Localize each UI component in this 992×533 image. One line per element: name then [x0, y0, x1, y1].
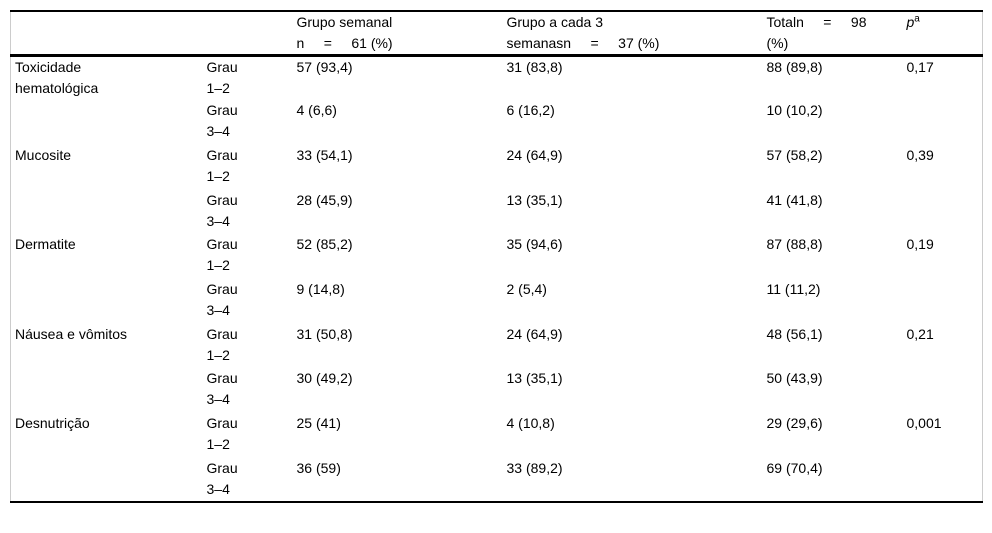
weekly-value-cell: 25 (41)	[296, 415, 341, 431]
grade-cell: Grau 1–2	[206, 325, 238, 363]
table-row: Grau 3–4 28 (45,9) 13 (35,1) 41 (41,8)	[11, 190, 983, 235]
grade-cell: Grau 3–4	[206, 191, 238, 229]
toxicity-table: Grupo semanal n = 61 (%) Grupo a cada 3 …	[10, 10, 983, 504]
table-row: Grau 3–4 30 (49,2) 13 (35,1) 50 (43,9)	[11, 368, 983, 413]
table-row: Grau 3–4 4 (6,6) 6 (16,2) 10 (10,2)	[11, 100, 983, 145]
grade-cell: Grau 3–4	[206, 459, 238, 497]
total-value-cell: 87 (88,8)	[766, 236, 823, 253]
grade-cell: Grau 3–4	[206, 370, 238, 408]
p-value-cell	[903, 190, 983, 235]
total-value-cell: 11 (11,2)	[766, 280, 821, 297]
category-cell: Náusea e vômitos	[15, 325, 128, 342]
weekly-value-cell: 30 (49,2)	[296, 370, 353, 387]
header-cell-weekly-group: Grupo semanal n = 61 (%)	[292, 11, 503, 57]
q3w-value-cell: 31 (83,8)	[506, 59, 563, 75]
total-value-cell: 57 (58,2)	[766, 146, 823, 163]
weekly-value-cell: 36 (59)	[296, 459, 341, 476]
grade-cell: Grau 3–4	[206, 102, 238, 140]
q3w-value-cell: 2 (5,4)	[506, 280, 547, 297]
category-cell: Toxicidade hematológica	[15, 59, 99, 96]
p-symbol: p	[906, 14, 915, 30]
total-value-cell: 88 (89,8)	[766, 59, 823, 75]
category-cell: Desnutrição	[15, 415, 90, 431]
grade-cell: Grau 1–2	[206, 59, 238, 96]
table-row: Dermatite Grau 1–2 52 (85,2) 35 (94,6) 8…	[11, 234, 983, 279]
table-container: Grupo semanal n = 61 (%) Grupo a cada 3 …	[10, 10, 983, 504]
q3w-value-cell: 33 (89,2)	[506, 459, 563, 476]
q3w-value-cell: 24 (64,9)	[506, 325, 563, 342]
weekly-value-cell: 28 (45,9)	[296, 191, 353, 208]
q3w-value-cell: 13 (35,1)	[506, 370, 563, 387]
grade-cell: Grau 1–2	[206, 146, 238, 184]
p-value-cell	[903, 279, 983, 324]
table-row: Grau 3–4 36 (59) 33 (89,2) 69 (70,4)	[11, 458, 983, 503]
p-superscript-a: a	[914, 13, 920, 25]
header-cell-category	[10, 11, 203, 57]
q3w-value-cell: 4 (10,8)	[506, 415, 555, 431]
q3w-value-cell: 6 (16,2)	[506, 102, 555, 119]
total-value-cell: 48 (56,1)	[766, 325, 823, 342]
p-value-cell: 0,19	[906, 236, 934, 253]
category-cell: Mucosite	[15, 146, 72, 163]
p-value-cell: 0,001	[906, 415, 942, 431]
table-row: Toxicidade hematológica Grau 1–2 57 (93,…	[11, 56, 983, 101]
weekly-value-cell: 31 (50,8)	[296, 325, 353, 342]
header-cell-grade	[202, 11, 293, 57]
header-cell-total: Totaln = 98 (%)	[762, 11, 903, 57]
total-value-cell: 29 (29,6)	[766, 415, 823, 431]
grade-cell: Grau 3–4	[206, 280, 238, 318]
p-value-cell	[903, 100, 983, 145]
q3w-value-cell: 13 (35,1)	[506, 191, 563, 208]
weekly-value-cell: 4 (6,6)	[296, 102, 337, 119]
q3w-value-cell: 24 (64,9)	[506, 146, 563, 163]
weekly-value-cell: 33 (54,1)	[296, 146, 353, 163]
table-row: Mucosite Grau 1–2 33 (54,1) 24 (64,9) 57…	[11, 145, 983, 190]
table-row: Náusea e vômitos Grau 1–2 31 (50,8) 24 (…	[11, 324, 983, 369]
header-cell-p-value: pa	[902, 11, 983, 57]
weekly-value-cell: 52 (85,2)	[296, 236, 353, 253]
grade-cell: Grau 1–2	[206, 415, 238, 452]
header-row: Grupo semanal n = 61 (%) Grupo a cada 3 …	[10, 11, 983, 57]
category-cell: Dermatite	[15, 236, 76, 253]
header-cell-q3w-group: Grupo a cada 3 semanasn = 37 (%)	[502, 11, 763, 57]
table-row: Desnutrição Grau 1–2 25 (41) 4 (10,8) 29…	[11, 413, 983, 458]
total-value-cell: 41 (41,8)	[766, 191, 823, 208]
total-value-cell: 50 (43,9)	[766, 370, 823, 387]
q3w-value-cell: 35 (94,6)	[506, 236, 563, 253]
p-value-cell	[903, 458, 983, 503]
table-row: Grau 3–4 9 (14,8) 2 (5,4) 11 (11,2)	[11, 279, 983, 324]
total-value-cell: 69 (70,4)	[766, 459, 823, 476]
p-value-cell	[903, 368, 983, 413]
p-value-cell: 0,21	[906, 325, 934, 342]
p-value-cell: 0,39	[906, 146, 934, 163]
p-value-cell: 0,17	[906, 59, 934, 75]
total-value-cell: 10 (10,2)	[766, 102, 823, 119]
weekly-value-cell: 57 (93,4)	[296, 59, 353, 75]
weekly-value-cell: 9 (14,8)	[296, 280, 345, 297]
grade-cell: Grau 1–2	[206, 236, 238, 274]
